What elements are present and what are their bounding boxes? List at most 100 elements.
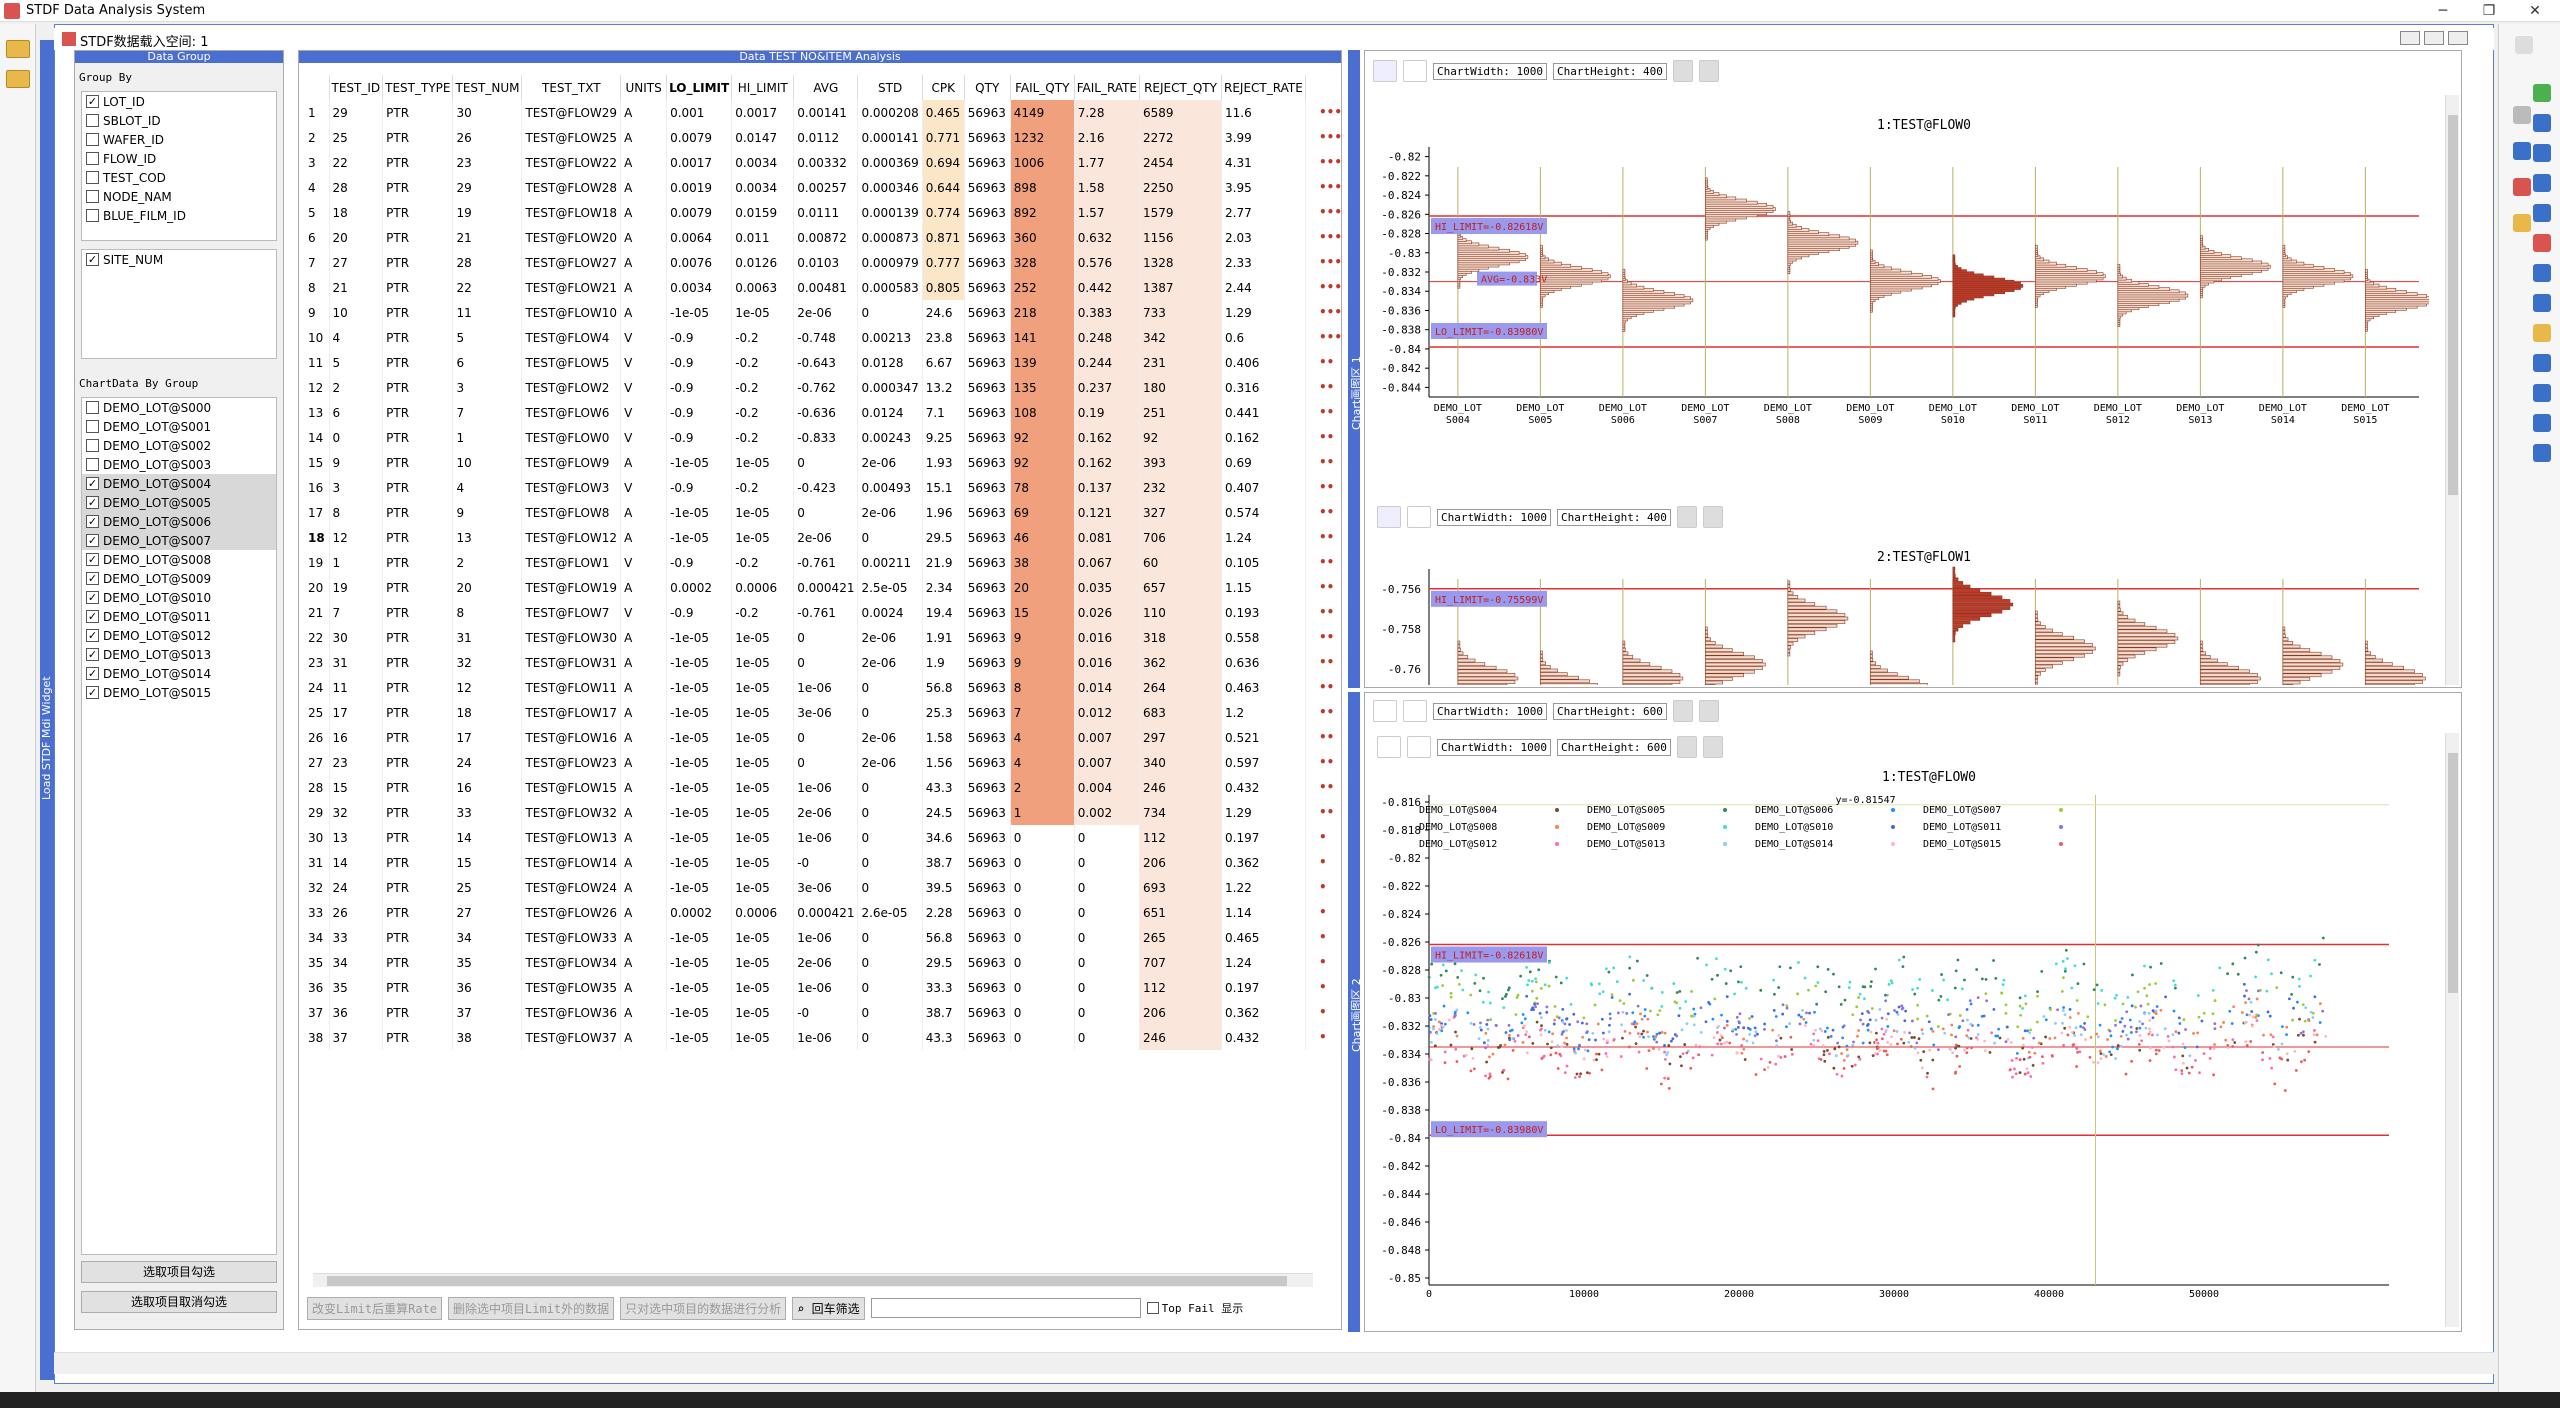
upper-vertical-scrollbar[interactable] xyxy=(2445,95,2459,685)
table-row[interactable]: 1 29 PTR 30 TEST@FLOW29 A 0.001 0.0017 0.00141 0.… xyxy=(303,100,1306,125)
checkbox[interactable] xyxy=(86,209,99,222)
list-item[interactable]: ✓ LOT_ID xyxy=(82,92,276,111)
excel-icon[interactable] xyxy=(2533,84,2551,102)
list-item[interactable]: ✓ DEMO_LOT@S005 xyxy=(82,493,276,512)
row-menu-icon[interactable]: •• xyxy=(1319,630,1335,644)
row-menu-icon[interactable]: •• xyxy=(1319,780,1335,794)
row-menu-icon[interactable]: •• xyxy=(1319,405,1335,419)
chart-height-spin-1[interactable]: ChartHeight: 400 xyxy=(1552,62,1667,80)
font-icon[interactable] xyxy=(2533,114,2551,132)
copy-icon-4[interactable] xyxy=(1407,736,1431,758)
zoom-out-icon-3[interactable] xyxy=(1672,700,1693,722)
list-item[interactable]: ✓ DEMO_LOT@S006 xyxy=(82,512,276,531)
zoom-out-icon[interactable] xyxy=(1672,60,1693,82)
checkbox[interactable] xyxy=(86,439,99,452)
layout2-icon[interactable] xyxy=(2533,384,2551,402)
table-row[interactable]: 15 9 PTR 10 TEST@FLOW9 A -1e-05 1e-05 0 2e-06 1.93… xyxy=(303,450,1306,475)
chart-width-spin-3[interactable]: ChartWidth: 1000 xyxy=(1433,702,1547,720)
checkbox[interactable] xyxy=(86,114,99,127)
row-menu-icon[interactable]: •• xyxy=(1319,755,1335,769)
list-item[interactable]: ✓ DEMO_LOT@S015 xyxy=(82,683,276,702)
recalc-rate-button[interactable]: 改变Limit后重算Rate xyxy=(307,1296,443,1320)
zoom-in-icon-3[interactable] xyxy=(1698,700,1719,722)
row-menu-icon[interactable]: •• xyxy=(1319,530,1335,544)
row-menu-icon[interactable]: •• xyxy=(1319,705,1335,719)
row-menu-icon[interactable]: • xyxy=(1319,955,1327,969)
column-header[interactable]: AVG xyxy=(793,75,859,100)
top-fail-checkbox[interactable] xyxy=(1146,1302,1159,1314)
checkbox[interactable] xyxy=(86,458,99,471)
row-menu-icon[interactable]: • xyxy=(1319,930,1327,944)
fit-width-icon-2[interactable] xyxy=(1377,506,1401,528)
table-row[interactable]: 29 32 PTR 33 TEST@FLOW32 A -1e-05 1e-05 2e-06 0 24… xyxy=(303,800,1306,825)
checkbox[interactable]: ✓ xyxy=(86,553,99,566)
zoom-in-icon-4[interactable] xyxy=(1702,736,1723,758)
report-icon[interactable] xyxy=(2533,444,2551,462)
bar-chart-icon[interactable] xyxy=(2533,264,2551,282)
table-row[interactable]: 16 3 PTR 4 TEST@FLOW3 V -0.9 -0.2 -0.423 0.00493 1… xyxy=(303,475,1306,500)
checkbox[interactable] xyxy=(86,171,99,184)
row-menu-icon[interactable]: •• xyxy=(1319,580,1335,594)
horizontal-scroll-thumb[interactable] xyxy=(327,1276,1287,1286)
row-menu-icon[interactable]: •• xyxy=(1319,380,1335,394)
table-row[interactable]: 17 8 PTR 9 TEST@FLOW8 A -1e-05 1e-05 0 2e-06 1.96 5… xyxy=(303,500,1306,525)
list-item[interactable]: ✓ DEMO_LOT@S013 xyxy=(82,645,276,664)
list-item[interactable]: ✓ DEMO_LOT@S012 xyxy=(82,626,276,645)
checkbox[interactable] xyxy=(86,420,99,433)
table-row[interactable]: 6 20 PTR 21 TEST@FLOW20 A 0.0064 0.011 0.00872 0.… xyxy=(303,225,1306,250)
column-header[interactable]: FAIL_QTY xyxy=(1010,75,1075,100)
layout-icon[interactable] xyxy=(2533,354,2551,372)
row-menu-icon[interactable]: • xyxy=(1319,1030,1327,1044)
checkbox[interactable]: ✓ xyxy=(86,477,99,490)
list-item[interactable]: DEMO_LOT@S002 xyxy=(82,436,276,455)
check-selected-button[interactable]: 选取项目勾选 xyxy=(81,1261,277,1283)
uncheck-selected-button[interactable]: 选取项目取消勾选 xyxy=(81,1291,277,1313)
list-icon[interactable] xyxy=(2533,144,2551,162)
checkbox[interactable]: ✓ xyxy=(86,515,99,528)
window-icon[interactable] xyxy=(2515,36,2533,54)
list-item[interactable]: ✓ DEMO_LOT@S014 xyxy=(82,664,276,683)
row-menu-icon[interactable]: • xyxy=(1319,855,1327,869)
column-header[interactable]: UNITS xyxy=(620,75,668,100)
save-icon[interactable] xyxy=(2513,106,2531,124)
row-menu-icon[interactable]: •• xyxy=(1319,555,1335,569)
table-row[interactable]: 28 15 PTR 16 TEST@FLOW15 A -1e-05 1e-05 1e-06 0 43… xyxy=(303,775,1306,800)
row-menu-icon[interactable]: ••• xyxy=(1319,130,1343,144)
row-menu-icon[interactable]: • xyxy=(1319,880,1327,894)
checkbox[interactable]: ✓ xyxy=(86,629,99,642)
row-menu-icon[interactable]: • xyxy=(1319,905,1327,919)
chart-icon[interactable] xyxy=(2513,142,2531,160)
table-row[interactable]: 36 35 PTR 36 TEST@FLOW35 A -1e-05 1e-05 1e-06 0 33… xyxy=(303,975,1306,1000)
chart-height-spin-2[interactable]: ChartHeight: 400 xyxy=(1556,508,1671,526)
table-row[interactable]: 9 10 PTR 11 TEST@FLOW10 A -1e-05 1e-05 2e-06 0 24.… xyxy=(303,300,1306,325)
table-row[interactable]: 10 4 PTR 5 TEST@FLOW4 V -0.9 -0.2 -0.748 0.00213 2… xyxy=(303,325,1306,350)
row-menu-icon[interactable]: • xyxy=(1319,830,1327,844)
row-menu-icon[interactable]: ••• xyxy=(1319,205,1343,219)
list-item[interactable]: NODE_NAM xyxy=(82,187,276,206)
mdi-restore-icon[interactable] xyxy=(2424,31,2444,45)
table-row[interactable]: 20 19 PTR 20 TEST@FLOW19 A 0.0002 0.0006 0.00042… xyxy=(303,575,1306,600)
checkbox[interactable]: ✓ xyxy=(86,95,99,108)
row-menu-icon[interactable]: ••• xyxy=(1319,155,1343,169)
list-item[interactable]: ✓ DEMO_LOT@S011 xyxy=(82,607,276,626)
row-menu-icon[interactable]: ••• xyxy=(1319,105,1343,119)
table-icon[interactable] xyxy=(2533,174,2551,192)
table-row[interactable]: 33 26 PTR 27 TEST@FLOW26 A 0.0002 0.0006 0.00042… xyxy=(303,900,1306,925)
table-row[interactable]: 21 7 PTR 8 TEST@FLOW7 V -0.9 -0.2 -0.761 0.0024 19… xyxy=(303,600,1306,625)
table-row[interactable]: 12 2 PTR 3 TEST@FLOW2 V -0.9 -0.2 -0.762 0.000347… xyxy=(303,375,1306,400)
list-item[interactable]: ✓ DEMO_LOT@S009 xyxy=(82,569,276,588)
row-menu-icon[interactable]: •• xyxy=(1319,655,1335,669)
row-menu-icon[interactable]: •• xyxy=(1319,355,1335,369)
table-row[interactable]: 11 5 PTR 6 TEST@FLOW5 V -0.9 -0.2 -0.643 0.0128 6.… xyxy=(303,350,1306,375)
chart-width-spin-4[interactable]: ChartWidth: 1000 xyxy=(1437,738,1551,756)
upper-scroll-thumb[interactable] xyxy=(2448,115,2458,495)
table-row[interactable]: 24 11 PTR 12 TEST@FLOW11 A -1e-05 1e-05 1e-06 0 56… xyxy=(303,675,1306,700)
table-row[interactable]: 32 24 PTR 25 TEST@FLOW24 A -1e-05 1e-05 3e-06 0 39… xyxy=(303,875,1306,900)
zoom-in-icon[interactable] xyxy=(1698,60,1719,82)
chart-width-spin-1[interactable]: ChartWidth: 1000 xyxy=(1433,62,1547,80)
table-row[interactable]: 31 14 PTR 15 TEST@FLOW14 A -1e-05 1e-05 -0 0 38.7 5… xyxy=(303,850,1306,875)
checkbox[interactable]: ✓ xyxy=(86,591,99,604)
list-item[interactable]: SBLOT_ID xyxy=(82,111,276,130)
table-row[interactable]: 35 34 PTR 35 TEST@FLOW34 A -1e-05 1e-05 2e-06 0 29… xyxy=(303,950,1306,975)
column-header[interactable]: TEST_TXT xyxy=(521,75,622,100)
